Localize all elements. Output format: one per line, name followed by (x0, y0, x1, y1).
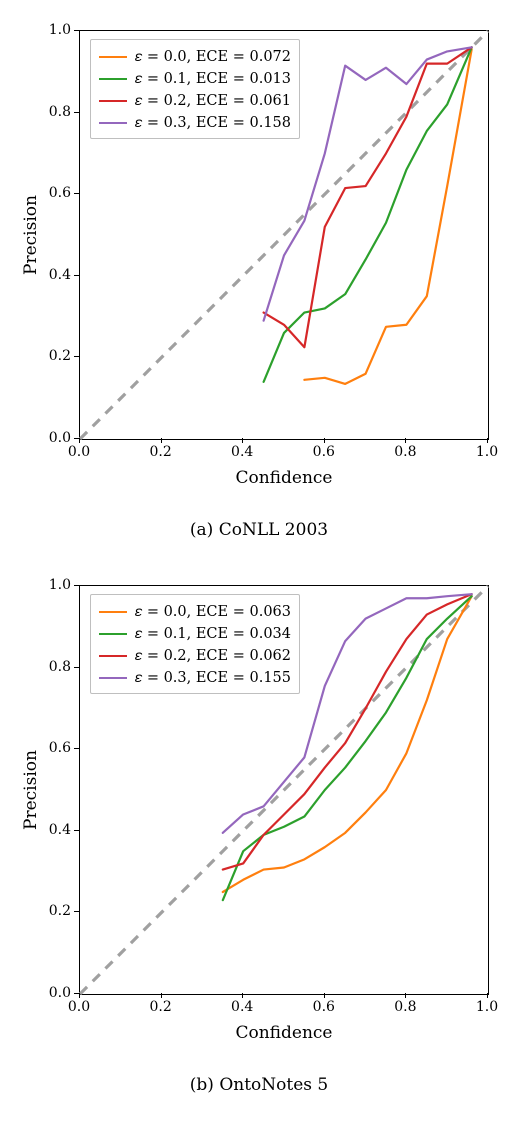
legend-label-0: 𝜀 = 0.0, ECE = 0.072 (135, 49, 291, 65)
xtick-label: 0.8 (394, 444, 416, 460)
ylabel-b: Precision (21, 585, 41, 995)
xtick-label: 1.0 (476, 999, 498, 1015)
legend-label-3: 𝜀 = 0.3, ECE = 0.158 (135, 115, 291, 131)
legend-row-2: 𝜀 = 0.2, ECE = 0.061 (99, 90, 291, 112)
xtick-label: 0.6 (313, 444, 335, 460)
subplot-b: 𝜀 = 0.0, ECE = 0.063 𝜀 = 0.1, ECE = 0.034… (9, 565, 509, 1065)
legend-swatch-0 (99, 56, 127, 58)
caption-b: (b) OntoNotes 5 (5, 1075, 513, 1095)
legend-swatch-3 (99, 677, 127, 679)
legend-row-3: 𝜀 = 0.3, ECE = 0.155 (99, 667, 291, 689)
legend-label-1: 𝜀 = 0.1, ECE = 0.013 (135, 71, 291, 87)
caption-a: (a) CoNLL 2003 (5, 520, 513, 540)
xtick-label: 0.0 (68, 999, 90, 1015)
legend-a: 𝜀 = 0.0, ECE = 0.072 𝜀 = 0.1, ECE = 0.013… (90, 39, 300, 139)
xlabel-b: Confidence (79, 1023, 489, 1043)
legend-swatch-1 (99, 633, 127, 635)
legend-swatch-3 (99, 122, 127, 124)
plot-area-a: 𝜀 = 0.0, ECE = 0.072 𝜀 = 0.1, ECE = 0.013… (79, 30, 489, 440)
subplot-a: 𝜀 = 0.0, ECE = 0.072 𝜀 = 0.1, ECE = 0.013… (9, 10, 509, 510)
legend-label-2: 𝜀 = 0.2, ECE = 0.062 (135, 648, 291, 664)
legend-b: 𝜀 = 0.0, ECE = 0.063 𝜀 = 0.1, ECE = 0.034… (90, 594, 300, 694)
ylabel-a: Precision (21, 30, 41, 440)
xlabel-a: Confidence (79, 468, 489, 488)
xtick-label: 0.4 (231, 999, 253, 1015)
legend-label-2: 𝜀 = 0.2, ECE = 0.061 (135, 93, 291, 109)
xtick-label: 0.4 (231, 444, 253, 460)
legend-swatch-2 (99, 655, 127, 657)
legend-label-0: 𝜀 = 0.0, ECE = 0.063 (135, 604, 291, 620)
legend-swatch-1 (99, 78, 127, 80)
xtick-label: 0.0 (68, 444, 90, 460)
xtick-label: 0.2 (149, 444, 171, 460)
plot-area-b: 𝜀 = 0.0, ECE = 0.063 𝜀 = 0.1, ECE = 0.034… (79, 585, 489, 995)
legend-row-1: 𝜀 = 0.1, ECE = 0.013 (99, 68, 291, 90)
figure: 𝜀 = 0.0, ECE = 0.072 𝜀 = 0.1, ECE = 0.013… (0, 0, 518, 1130)
legend-row-3: 𝜀 = 0.3, ECE = 0.158 (99, 112, 291, 134)
legend-label-3: 𝜀 = 0.3, ECE = 0.155 (135, 670, 291, 686)
xtick-label: 0.8 (394, 999, 416, 1015)
xtick-label: 1.0 (476, 444, 498, 460)
legend-swatch-2 (99, 100, 127, 102)
legend-row-0: 𝜀 = 0.0, ECE = 0.072 (99, 46, 291, 68)
legend-row-1: 𝜀 = 0.1, ECE = 0.034 (99, 623, 291, 645)
legend-row-2: 𝜀 = 0.2, ECE = 0.062 (99, 645, 291, 667)
xtick-label: 0.6 (313, 999, 335, 1015)
legend-label-1: 𝜀 = 0.1, ECE = 0.034 (135, 626, 291, 642)
legend-swatch-0 (99, 611, 127, 613)
legend-row-0: 𝜀 = 0.0, ECE = 0.063 (99, 601, 291, 623)
xtick-label: 0.2 (149, 999, 171, 1015)
